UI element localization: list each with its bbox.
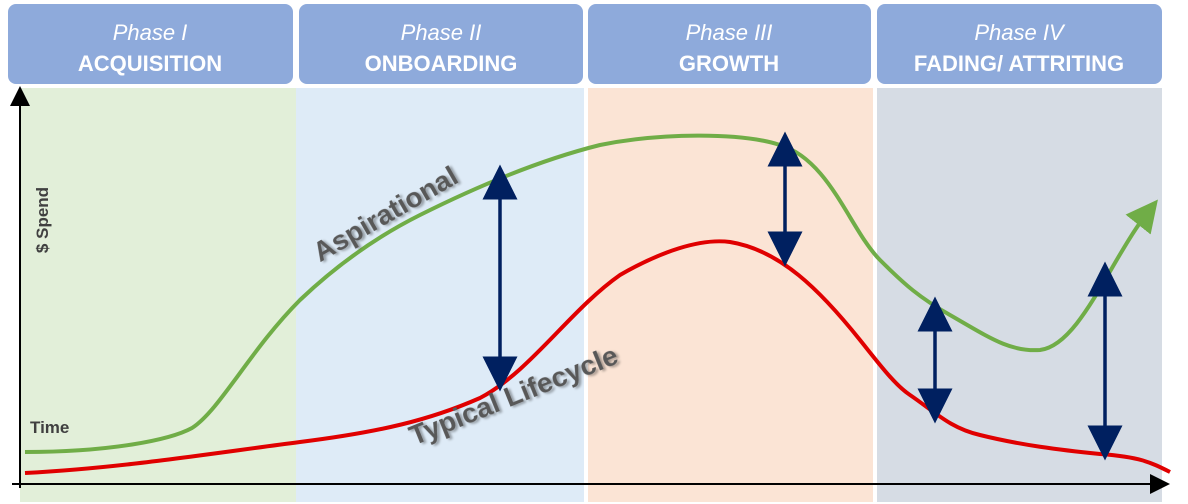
header-box	[588, 4, 871, 84]
phase-label: Phase III	[686, 20, 773, 45]
typical-curve	[24, 239, 1171, 475]
phase-background	[20, 88, 296, 502]
phase-label: Phase II	[401, 20, 482, 45]
phase-name: ONBOARDING	[365, 51, 518, 76]
aspirational-curve	[24, 133, 1158, 454]
phase-background	[296, 88, 584, 502]
phase-header: Phase II ONBOARDING	[299, 4, 583, 84]
y-axis-label: $ Spend	[33, 187, 52, 253]
phase-name: ACQUISITION	[78, 51, 222, 76]
header-box	[877, 4, 1162, 84]
phase-header: Phase IV FADING/ ATTRITING	[877, 4, 1162, 84]
header-box	[8, 4, 293, 84]
header-box	[299, 4, 583, 84]
x-axis-label: Time	[30, 418, 69, 437]
phase-label: Phase IV	[974, 20, 1066, 45]
phase-background	[588, 88, 873, 502]
phase-name: GROWTH	[679, 51, 779, 76]
phase-label: Phase I	[113, 20, 188, 45]
phase-name: FADING/ ATTRITING	[914, 51, 1124, 76]
phase-header: Phase III GROWTH	[588, 4, 871, 84]
phase-header: Phase I ACQUISITION	[8, 4, 293, 84]
